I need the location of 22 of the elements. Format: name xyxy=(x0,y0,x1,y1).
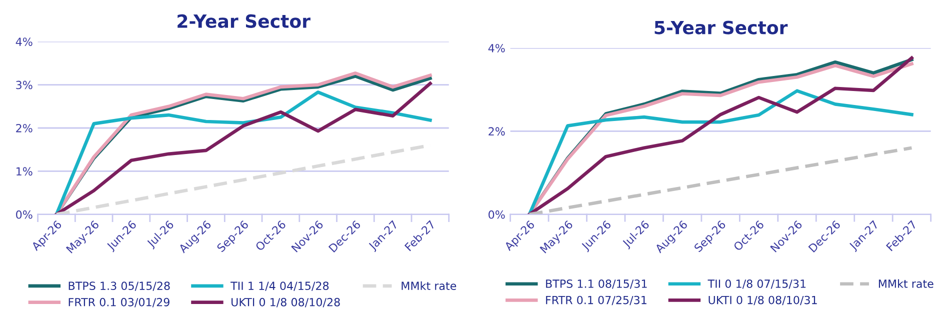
legend-label: UKTI 0 1/8 08/10/28 xyxy=(232,298,340,308)
legend-label: FRTR 0.1 07/25/31 xyxy=(546,296,646,306)
y-tick-label: 4% xyxy=(488,44,505,52)
chart-title: 5-Year Sector xyxy=(654,20,788,34)
y-tick-label: 2% xyxy=(16,124,32,132)
y-tick-label: 2% xyxy=(488,127,505,136)
y-tick-label: 0% xyxy=(16,210,32,219)
legend-label: UKTI 0 1/8 08/10/31 xyxy=(708,296,817,306)
legend-label: TII 0 1/8 07/15/31 xyxy=(708,280,806,289)
legend-label: BTPS 1.3 05/15/28 xyxy=(68,282,170,291)
chart-title: 2-Year Sector xyxy=(178,14,310,28)
legend-label: MMkt rate xyxy=(402,281,456,290)
legend-label: FRTR 0.1 03/01/29 xyxy=(68,298,170,308)
line-series xyxy=(528,146,914,214)
line-series xyxy=(528,89,914,214)
y-tick-label: 3% xyxy=(16,80,32,90)
y-tick-label: 4% xyxy=(16,38,32,46)
y-tick-label: 1% xyxy=(16,167,32,176)
legend-label: BTPS 1.1 08/15/31 xyxy=(546,280,647,289)
legend-label: TII 1 1/4 04/15/28 xyxy=(230,282,329,291)
legend-label: MMkt rate xyxy=(878,279,934,288)
y-tick-label: 0% xyxy=(488,210,505,219)
